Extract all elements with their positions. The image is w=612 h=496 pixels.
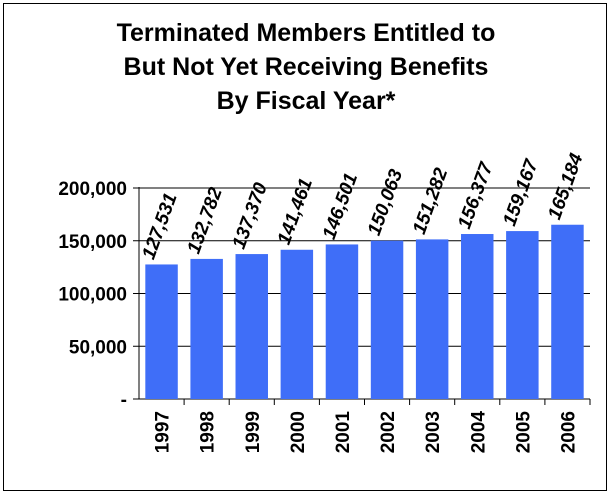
y-tick-label-4: 200,000 (58, 179, 127, 200)
x-tick-label-2000: 2000 (288, 411, 309, 453)
y-tick-label-0: - (121, 390, 127, 411)
bar-2005 (506, 231, 539, 399)
bar-2004 (461, 234, 494, 399)
bar-1999 (235, 254, 268, 399)
data-label-2000: 141,461 (274, 176, 317, 248)
chart-title: Terminated Members Entitled to But Not Y… (0, 16, 612, 118)
data-label-2003: 151,282 (409, 165, 452, 237)
bar-2006 (551, 224, 584, 399)
bar-1998 (190, 258, 223, 399)
y-tick-label-3: 150,000 (58, 232, 127, 253)
y-tick-label-2: 100,000 (58, 285, 127, 306)
data-label-2002: 150,063 (364, 166, 407, 238)
x-tick-label-2006: 2006 (558, 411, 579, 453)
chart-title-line-2: But Not Yet Receiving Benefits (123, 53, 489, 81)
x-tick-label-2001: 2001 (333, 411, 354, 454)
chart-title-line-1: Terminated Members Entitled to (116, 19, 496, 47)
x-tick-label-2002: 2002 (378, 411, 399, 453)
bar-2001 (325, 244, 359, 399)
x-tick-label-1999: 1999 (243, 411, 264, 453)
data-label-1998: 132,782 (184, 184, 227, 256)
x-tick-label-2003: 2003 (423, 411, 444, 453)
data-label-2001: 146,501 (319, 170, 362, 242)
data-label-1997: 127,531 (139, 190, 182, 262)
y-tick-label-1: 50,000 (69, 337, 127, 358)
data-label-2005: 159,167 (499, 156, 543, 229)
bar-1997 (145, 264, 178, 399)
data-label-2004: 156,377 (454, 159, 498, 232)
x-tick-label-2004: 2004 (468, 411, 489, 454)
x-tick-label-2005: 2005 (513, 411, 534, 454)
bar-2003 (415, 239, 449, 399)
bar-2000 (280, 249, 314, 399)
chart-title-line-3: By Fiscal Year* (216, 87, 396, 115)
x-tick-label-1997: 1997 (153, 411, 174, 453)
bar-2002 (370, 240, 404, 399)
data-label-2006: 165,184 (544, 150, 587, 222)
x-tick-label-1998: 1998 (198, 411, 219, 453)
